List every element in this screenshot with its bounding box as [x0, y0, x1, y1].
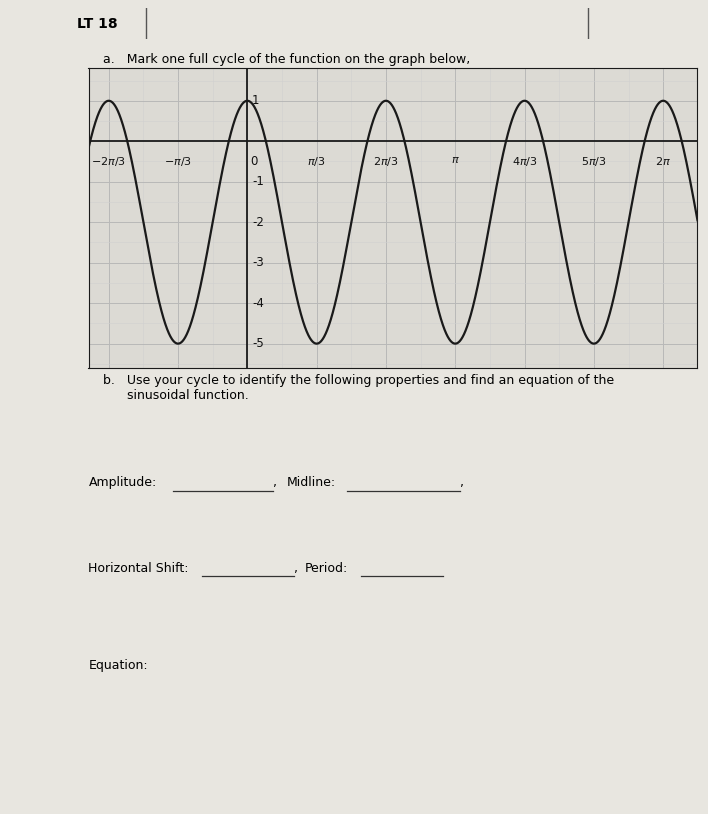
Text: $2\pi/3$: $2\pi/3$: [373, 155, 399, 168]
Text: $\pi$: $\pi$: [451, 155, 459, 165]
Text: 1: 1: [252, 94, 259, 107]
Text: $2\pi$: $2\pi$: [655, 155, 671, 168]
Text: -5: -5: [252, 337, 263, 350]
Text: 0: 0: [251, 155, 258, 168]
Text: b.   Use your cycle to identify the following properties and find an equation of: b. Use your cycle to identify the follow…: [103, 374, 614, 402]
Text: Horizontal Shift:: Horizontal Shift:: [88, 562, 189, 575]
Text: a.   Mark one full cycle of the function on the graph below,: a. Mark one full cycle of the function o…: [103, 53, 470, 66]
Text: $-2\pi/3$: $-2\pi/3$: [91, 155, 126, 168]
Text: -3: -3: [252, 256, 263, 269]
Text: LT 18: LT 18: [77, 16, 118, 31]
Text: -4: -4: [252, 296, 264, 309]
Text: $4\pi/3$: $4\pi/3$: [512, 155, 537, 168]
Text: $-\pi/3$: $-\pi/3$: [164, 155, 192, 168]
Text: Period:: Period:: [304, 562, 348, 575]
Text: $5\pi/3$: $5\pi/3$: [581, 155, 607, 168]
Text: Amplitude:: Amplitude:: [88, 476, 156, 489]
Text: Equation:: Equation:: [88, 659, 148, 672]
Text: ,: ,: [294, 562, 298, 575]
Text: -2: -2: [252, 216, 264, 229]
Text: ,: ,: [273, 476, 277, 489]
Text: -1: -1: [252, 175, 264, 188]
Text: $\pi/3$: $\pi/3$: [307, 155, 326, 168]
Text: ,: ,: [460, 476, 464, 489]
Text: Midline:: Midline:: [287, 476, 336, 489]
